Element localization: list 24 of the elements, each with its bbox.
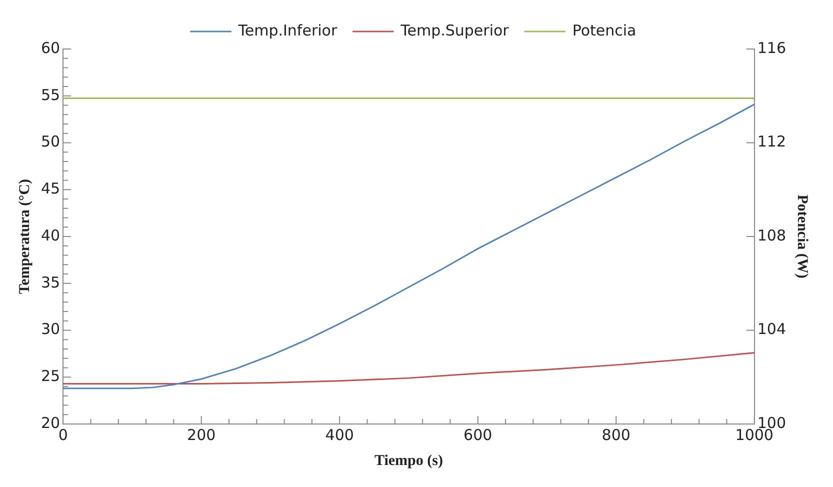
y2-tick-label: 104 bbox=[757, 320, 786, 338]
legend-label: Temp.Superior bbox=[400, 21, 510, 40]
y-tick-label: 25 bbox=[40, 367, 60, 386]
y-tick-label: 35 bbox=[40, 273, 60, 292]
x-axis-title: Tiempo (s) bbox=[374, 452, 443, 469]
legend-label: Potencia bbox=[572, 21, 636, 40]
x-tick-label: 200 bbox=[187, 426, 216, 444]
y-tick-label: 60 bbox=[40, 38, 60, 57]
x-tick-label: 800 bbox=[602, 426, 630, 444]
y-tick-label: 55 bbox=[40, 86, 60, 104]
x-tick-label: 0 bbox=[58, 426, 68, 444]
y2-tick-label: 112 bbox=[757, 132, 786, 151]
y2-tick-label: 116 bbox=[757, 38, 786, 57]
y2-tick-label: 108 bbox=[757, 226, 786, 244]
y2-axis-title: Potencia (W) bbox=[794, 194, 810, 278]
y-tick-label: 40 bbox=[40, 226, 60, 244]
y-tick-label: 50 bbox=[40, 132, 60, 151]
y-axis-title: Temperatura (°C) bbox=[16, 178, 33, 294]
legend-label: Temp.Inferior bbox=[237, 21, 338, 40]
x-tick-label: 600 bbox=[464, 426, 492, 444]
y-tick-label: 20 bbox=[40, 414, 60, 432]
x-tick-label: 400 bbox=[325, 426, 354, 444]
y-tick-label: 30 bbox=[40, 320, 60, 338]
y-tick-label: 45 bbox=[40, 180, 60, 198]
